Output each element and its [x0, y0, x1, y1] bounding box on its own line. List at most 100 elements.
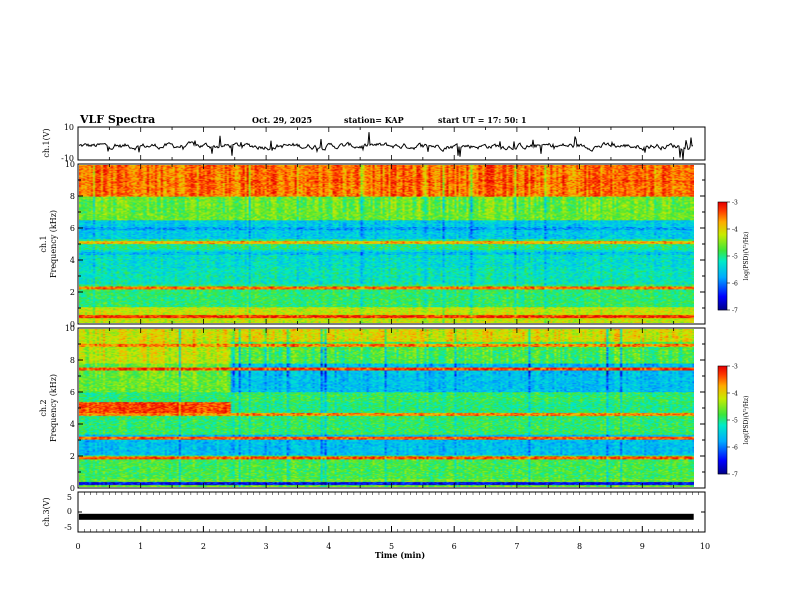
colorbar-strip — [718, 301, 727, 303]
colorbar-strip — [718, 269, 727, 271]
colorbar-strip — [718, 427, 727, 429]
colorbar-strip — [718, 447, 727, 449]
colorbar-strip — [718, 461, 727, 463]
start-time-label: start UT = 17: 50: 1 — [438, 115, 527, 125]
colorbar-tick-label: -5 — [732, 418, 738, 425]
colorbar-strip — [718, 464, 727, 466]
colorbar-strip — [718, 284, 727, 286]
colorbar-strip — [718, 396, 727, 398]
time-tick-label: 1 — [138, 542, 143, 551]
freq-tick-label: 10 — [65, 160, 75, 169]
colorbar-strip — [718, 260, 727, 262]
colorbar-strip — [718, 419, 727, 421]
freq-tick-label: 8 — [70, 192, 75, 201]
colorbar-strip — [718, 243, 727, 245]
colorbar-strip — [718, 259, 727, 261]
colorbar-strip — [718, 272, 727, 274]
colorbar-strip — [718, 424, 727, 426]
colorbar-strip — [718, 223, 727, 225]
colorbar-strip — [718, 460, 727, 462]
colorbar-strip — [718, 391, 727, 393]
colorbar-strip — [718, 366, 727, 368]
colorbar-strip — [718, 288, 727, 290]
colorbar-strip — [718, 216, 727, 218]
colorbar-strip — [718, 436, 727, 438]
colorbar-strip — [718, 304, 727, 306]
colorbar-strip — [718, 245, 727, 247]
colorbar-strip — [718, 207, 727, 209]
colorbar-strip — [718, 298, 727, 300]
colorbar-strip — [718, 250, 727, 252]
colorbar-strip — [718, 446, 727, 448]
ch3-waveform-frame — [77, 491, 706, 533]
colorbar-strip — [718, 390, 727, 392]
colorbar-strip — [718, 229, 727, 231]
colorbar-strip — [718, 251, 727, 253]
colorbar-strip — [718, 431, 727, 433]
colorbar-strip — [718, 205, 727, 207]
colorbar-strip — [718, 429, 727, 431]
ch1-spec-ylabel-line1: ch.1 — [39, 235, 48, 252]
colorbar-strip — [718, 209, 727, 211]
colorbar-strip — [718, 253, 727, 255]
colorbar-tick-label: -6 — [732, 281, 738, 288]
colorbar-strip — [718, 395, 727, 397]
colorbar-strip — [718, 422, 727, 424]
colorbar-strip — [718, 400, 727, 402]
colorbar-strip — [718, 226, 727, 228]
colorbar-strip — [718, 449, 727, 451]
ch1-waveform-frame — [77, 126, 706, 161]
colorbar-tick-label: -3 — [732, 200, 738, 207]
colorbar-strip — [718, 211, 727, 213]
colorbar-strip — [718, 417, 727, 419]
colorbar-strip — [718, 453, 727, 455]
colorbar-strip — [718, 248, 727, 250]
colorbar-strip — [718, 244, 727, 246]
colorbar-strip — [718, 465, 727, 467]
colorbar-strip — [718, 217, 727, 219]
colorbar-strip — [718, 399, 727, 401]
ch3-waveform-trace — [79, 513, 694, 520]
colorbar-strip — [718, 398, 727, 400]
ch1-spectrogram-image — [79, 165, 694, 323]
colorbar-strip — [718, 467, 727, 469]
colorbar-strip — [718, 282, 727, 284]
colorbar-strip — [718, 444, 727, 446]
colorbar-strip — [718, 235, 727, 237]
colorbar-strip — [718, 430, 727, 432]
colorbar-strip — [718, 283, 727, 285]
colorbar-strip — [718, 295, 727, 297]
colorbar-strip — [718, 368, 727, 370]
colorbar-strip — [718, 472, 727, 474]
colorbar-tick-label: -7 — [732, 472, 738, 479]
colorbar-strip — [718, 297, 727, 299]
colorbar-strip — [718, 303, 727, 305]
colorbar-strip — [718, 249, 727, 251]
freq-tick-label: 6 — [70, 224, 75, 233]
freq-tick-label: 10 — [65, 324, 75, 333]
ch1-freq-ticks: 0 2 4 6 8 10 — [65, 160, 705, 329]
colorbar-strip — [718, 289, 727, 291]
colorbar-strip — [718, 428, 727, 430]
colorbar-strip — [718, 268, 727, 270]
ch2-spectrogram-panel: 0 2 4 6 8 10 ch.2 Frequency (kHz) -3 -4 -5 -6 -7 l… — [39, 324, 750, 493]
colorbar-strip — [718, 293, 727, 295]
colorbar-strip — [718, 220, 727, 222]
time-tick-label: 10 — [700, 542, 710, 551]
colorbar-strip — [718, 206, 727, 208]
colorbar-strip — [718, 306, 727, 308]
colorbar-strip — [718, 462, 727, 464]
colorbar-strip — [718, 405, 727, 407]
colorbar-strip — [718, 412, 727, 414]
colorbar-strip — [718, 389, 727, 391]
colorbar-strip — [718, 416, 727, 418]
colorbar-strip — [718, 275, 727, 277]
colorbar-strip — [718, 208, 727, 210]
colorbar-strip — [718, 386, 727, 388]
colorbar-strip — [718, 468, 727, 470]
time-tick-label: 0 — [75, 542, 80, 551]
colorbar-strip — [718, 302, 727, 304]
colorbar-label: log(PSD)(V²/Hz) — [743, 396, 750, 445]
ch2-spec-ylabel-line2: Frequency (kHz) — [49, 374, 58, 442]
colorbar-tick-label: -6 — [732, 445, 738, 452]
